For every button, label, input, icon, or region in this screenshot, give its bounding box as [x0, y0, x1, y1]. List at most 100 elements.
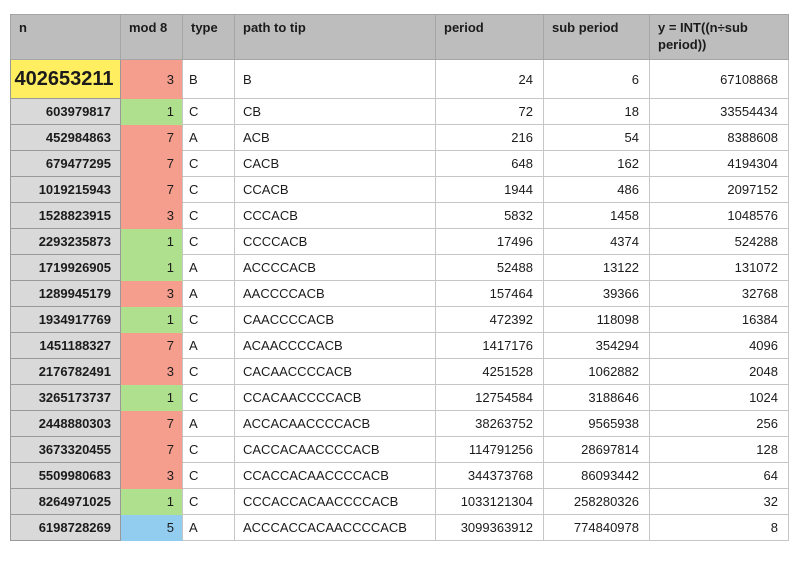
cell-type[interactable]: C: [182, 306, 235, 333]
cell-period[interactable]: 52488: [435, 254, 544, 281]
cell-mod8[interactable]: 7: [120, 332, 183, 359]
cell-path[interactable]: ACCACAACCCCACB: [234, 410, 436, 437]
cell-path[interactable]: CB: [234, 98, 436, 125]
cell-period[interactable]: 114791256: [435, 436, 544, 463]
cell-y[interactable]: 32: [649, 488, 789, 515]
cell-path[interactable]: ACAACCCCACB: [234, 332, 436, 359]
cell-path[interactable]: CAACCCCACB: [234, 306, 436, 333]
cell-path[interactable]: CCACB: [234, 176, 436, 203]
cell-n-selected[interactable]: 402653211: [10, 59, 121, 99]
cell-y[interactable]: 1024: [649, 384, 789, 411]
cell-n[interactable]: 603979817: [10, 98, 121, 125]
column-header-sub_period[interactable]: sub period: [543, 14, 650, 60]
column-header-mod8[interactable]: mod 8: [120, 14, 183, 60]
cell-type[interactable]: C: [182, 176, 235, 203]
cell-mod8[interactable]: 3: [120, 202, 183, 229]
cell-period[interactable]: 216: [435, 124, 544, 151]
cell-mod8[interactable]: 1: [120, 488, 183, 515]
cell-path[interactable]: CCACCACAACCCCACB: [234, 462, 436, 489]
cell-mod8[interactable]: 5: [120, 514, 183, 541]
cell-sub_period[interactable]: 4374: [543, 228, 650, 255]
cell-sub_period[interactable]: 118098: [543, 306, 650, 333]
column-header-y[interactable]: y = INT((n÷sub period)): [649, 14, 789, 60]
column-header-n[interactable]: n: [10, 14, 121, 60]
cell-y[interactable]: 256: [649, 410, 789, 437]
cell-y[interactable]: 2048: [649, 358, 789, 385]
cell-mod8[interactable]: 3: [120, 462, 183, 489]
cell-n[interactable]: 8264971025: [10, 488, 121, 515]
cell-y[interactable]: 1048576: [649, 202, 789, 229]
cell-sub_period[interactable]: 258280326: [543, 488, 650, 515]
cell-period[interactable]: 5832: [435, 202, 544, 229]
cell-n[interactable]: 2293235873: [10, 228, 121, 255]
cell-y[interactable]: 67108868: [649, 59, 789, 99]
cell-mod8[interactable]: 3: [120, 358, 183, 385]
cell-type[interactable]: A: [182, 280, 235, 307]
cell-y[interactable]: 32768: [649, 280, 789, 307]
cell-n[interactable]: 5509980683: [10, 462, 121, 489]
cell-path[interactable]: CACCACAACCCCACB: [234, 436, 436, 463]
cell-period[interactable]: 17496: [435, 228, 544, 255]
cell-sub_period[interactable]: 54: [543, 124, 650, 151]
cell-sub_period[interactable]: 1458: [543, 202, 650, 229]
cell-period[interactable]: 157464: [435, 280, 544, 307]
cell-n[interactable]: 452984863: [10, 124, 121, 151]
cell-period[interactable]: 648: [435, 150, 544, 177]
cell-y[interactable]: 8: [649, 514, 789, 541]
cell-mod8[interactable]: 3: [120, 59, 183, 99]
column-header-type[interactable]: type: [182, 14, 235, 60]
cell-y[interactable]: 524288: [649, 228, 789, 255]
cell-sub_period[interactable]: 86093442: [543, 462, 650, 489]
column-header-path[interactable]: path to tip: [234, 14, 436, 60]
cell-y[interactable]: 64: [649, 462, 789, 489]
cell-mod8[interactable]: 1: [120, 384, 183, 411]
cell-n[interactable]: 3265173737: [10, 384, 121, 411]
cell-n[interactable]: 1934917769: [10, 306, 121, 333]
cell-sub_period[interactable]: 3188646: [543, 384, 650, 411]
column-header-period[interactable]: period: [435, 14, 544, 60]
cell-mod8[interactable]: 7: [120, 124, 183, 151]
cell-y[interactable]: 33554434: [649, 98, 789, 125]
cell-y[interactable]: 128: [649, 436, 789, 463]
cell-n[interactable]: 1289945179: [10, 280, 121, 307]
cell-n[interactable]: 2176782491: [10, 358, 121, 385]
cell-sub_period[interactable]: 9565938: [543, 410, 650, 437]
cell-type[interactable]: C: [182, 228, 235, 255]
cell-path[interactable]: ACCCACCACAACCCCACB: [234, 514, 436, 541]
cell-sub_period[interactable]: 18: [543, 98, 650, 125]
cell-period[interactable]: 24: [435, 59, 544, 99]
cell-mod8[interactable]: 3: [120, 280, 183, 307]
cell-sub_period[interactable]: 6: [543, 59, 650, 99]
cell-mod8[interactable]: 1: [120, 228, 183, 255]
cell-mod8[interactable]: 1: [120, 306, 183, 333]
cell-period[interactable]: 72: [435, 98, 544, 125]
cell-period[interactable]: 12754584: [435, 384, 544, 411]
cell-sub_period[interactable]: 486: [543, 176, 650, 203]
cell-type[interactable]: C: [182, 384, 235, 411]
cell-path[interactable]: CACB: [234, 150, 436, 177]
cell-sub_period[interactable]: 774840978: [543, 514, 650, 541]
cell-path[interactable]: CCACAACCCCACB: [234, 384, 436, 411]
cell-sub_period[interactable]: 28697814: [543, 436, 650, 463]
cell-n[interactable]: 1451188327: [10, 332, 121, 359]
cell-mod8[interactable]: 7: [120, 176, 183, 203]
cell-path[interactable]: CCCACB: [234, 202, 436, 229]
cell-sub_period[interactable]: 39366: [543, 280, 650, 307]
cell-type[interactable]: A: [182, 124, 235, 151]
cell-period[interactable]: 1417176: [435, 332, 544, 359]
cell-path[interactable]: CACAACCCCACB: [234, 358, 436, 385]
cell-type[interactable]: A: [182, 410, 235, 437]
cell-period[interactable]: 3099363912: [435, 514, 544, 541]
cell-period[interactable]: 1944: [435, 176, 544, 203]
cell-period[interactable]: 1033121304: [435, 488, 544, 515]
cell-n[interactable]: 6198728269: [10, 514, 121, 541]
cell-sub_period[interactable]: 13122: [543, 254, 650, 281]
cell-n[interactable]: 2448880303: [10, 410, 121, 437]
cell-type[interactable]: A: [182, 254, 235, 281]
cell-sub_period[interactable]: 162: [543, 150, 650, 177]
cell-y[interactable]: 131072: [649, 254, 789, 281]
cell-path[interactable]: B: [234, 59, 436, 99]
cell-path[interactable]: AACCCCACB: [234, 280, 436, 307]
cell-period[interactable]: 344373768: [435, 462, 544, 489]
cell-path[interactable]: CCCCACB: [234, 228, 436, 255]
